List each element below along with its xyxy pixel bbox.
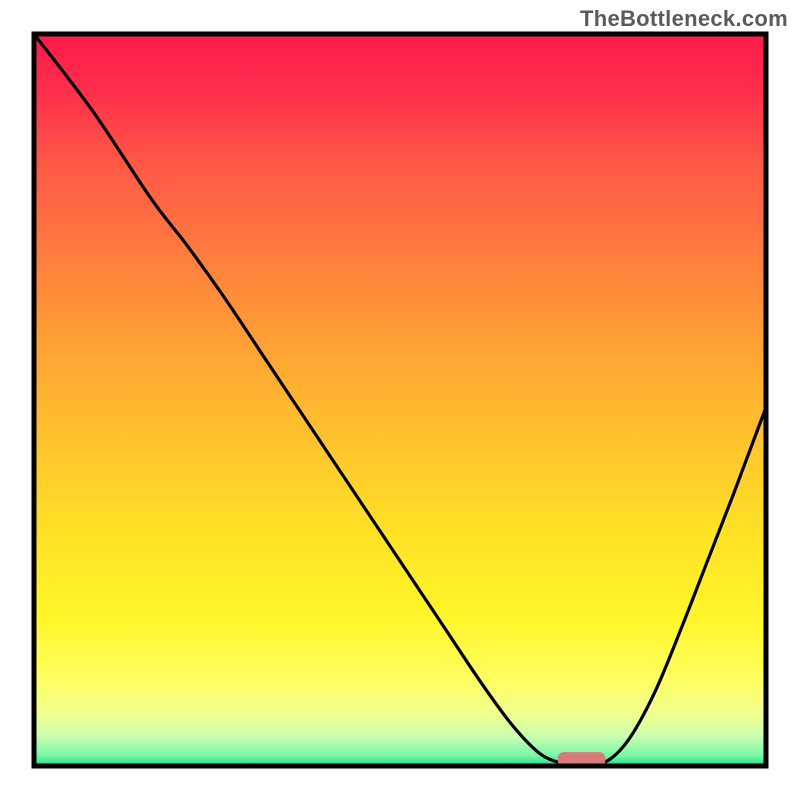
watermark-text: TheBottleneck.com xyxy=(580,6,788,32)
chart-svg xyxy=(0,0,800,800)
gradient-background xyxy=(34,34,766,766)
chart-container: TheBottleneck.com xyxy=(0,0,800,800)
